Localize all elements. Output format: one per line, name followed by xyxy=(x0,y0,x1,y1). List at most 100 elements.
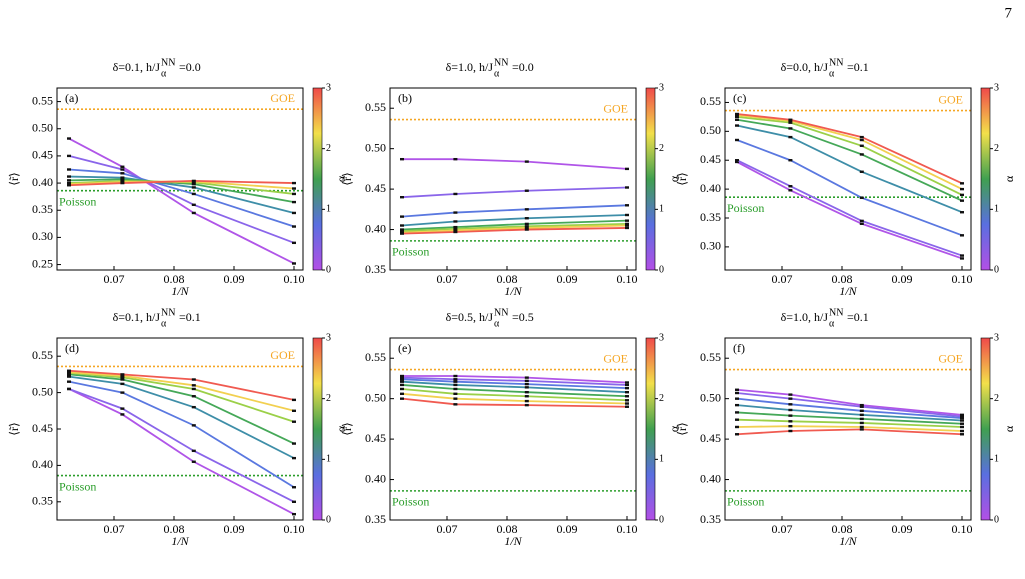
point-marker xyxy=(453,378,458,381)
point-marker xyxy=(960,433,964,436)
series-line xyxy=(736,404,963,422)
series-line xyxy=(401,392,628,405)
colorbar-tick-label: 2 xyxy=(994,393,999,404)
point-marker xyxy=(788,403,793,406)
x-tick-label: 0.08 xyxy=(832,522,853,536)
point-marker xyxy=(400,392,404,396)
series-line xyxy=(68,372,295,423)
reference-label: Poisson xyxy=(59,479,96,493)
point-marker xyxy=(625,402,629,405)
reference-label: GOE xyxy=(938,351,963,365)
reference-label: GOE xyxy=(603,101,628,115)
title-value: =0.0 xyxy=(179,60,201,74)
point-marker xyxy=(735,425,739,429)
point-marker xyxy=(120,165,125,168)
point-marker xyxy=(859,135,864,139)
point-marker xyxy=(735,418,739,421)
y-axis-label: ⟨r̃⟩ xyxy=(675,422,689,435)
point-marker xyxy=(400,215,404,218)
plot-frame xyxy=(389,87,637,271)
point-marker xyxy=(625,204,629,207)
point-marker xyxy=(788,424,793,428)
title-value: =0.1 xyxy=(847,60,869,74)
title-sub: α xyxy=(829,68,835,79)
y-tick-label: 0.50 xyxy=(32,384,53,398)
point-marker xyxy=(960,234,964,237)
point-marker xyxy=(292,181,296,185)
series-line xyxy=(68,388,295,503)
y-tick-label: 0.55 xyxy=(32,348,53,362)
point-marker xyxy=(625,405,629,408)
y-tick-label: 0.25 xyxy=(32,256,53,270)
series-line xyxy=(736,428,963,436)
point-marker xyxy=(524,189,529,192)
point-marker xyxy=(960,182,964,185)
point-marker xyxy=(735,159,739,162)
y-tick-label: 0.40 xyxy=(700,471,721,485)
panel-label: (b) xyxy=(398,91,412,105)
plot-frame xyxy=(56,87,304,271)
series-line xyxy=(736,388,963,416)
series-line xyxy=(401,214,628,227)
y-tick-label: 0.35 xyxy=(700,512,721,526)
point-marker xyxy=(191,192,196,196)
point-marker xyxy=(292,241,296,245)
point-marker xyxy=(120,172,125,175)
point-marker xyxy=(859,425,864,429)
point-marker xyxy=(735,403,739,407)
point-marker xyxy=(788,408,793,412)
point-marker xyxy=(120,374,125,378)
point-marker xyxy=(524,160,529,163)
x-tick-label: 0.08 xyxy=(832,272,853,286)
point-marker xyxy=(453,397,458,400)
series-line xyxy=(736,118,963,202)
point-marker xyxy=(400,376,404,379)
plot-frame xyxy=(724,87,972,271)
y-tick-label: 0.40 xyxy=(700,181,721,195)
colorbar xyxy=(645,337,656,521)
point-marker xyxy=(788,189,793,192)
point-marker xyxy=(735,391,739,395)
point-marker xyxy=(788,135,793,139)
point-marker xyxy=(788,393,793,396)
point-marker xyxy=(524,226,529,230)
point-marker xyxy=(400,374,404,378)
x-axis-label: 1/N xyxy=(504,534,522,548)
point-marker xyxy=(453,380,458,383)
point-marker xyxy=(120,413,125,416)
point-marker xyxy=(191,424,196,427)
y-tick-label: 0.45 xyxy=(365,181,386,195)
point-marker xyxy=(400,157,404,161)
x-tick-label: 0.07 xyxy=(104,272,125,286)
series-line xyxy=(736,114,963,190)
y-tick-label: 0.50 xyxy=(700,390,721,404)
title-sup: NN xyxy=(494,57,508,68)
point-marker xyxy=(788,185,793,188)
point-marker xyxy=(191,203,196,207)
point-marker xyxy=(960,254,964,257)
colorbar-tick-label: 2 xyxy=(994,143,999,154)
x-tick-label: 0.10 xyxy=(952,272,973,286)
point-marker xyxy=(453,211,458,214)
point-marker xyxy=(524,379,529,383)
point-marker xyxy=(625,381,629,384)
point-marker xyxy=(67,184,71,187)
point-marker xyxy=(292,398,296,402)
series-line xyxy=(68,369,295,401)
point-marker xyxy=(859,413,864,417)
reference-label: Poisson xyxy=(392,495,429,509)
point-marker xyxy=(859,138,864,142)
point-marker xyxy=(859,428,864,431)
panel-label: (d) xyxy=(65,341,79,355)
y-tick-label: 0.35 xyxy=(32,202,53,216)
point-marker xyxy=(524,390,529,394)
point-marker xyxy=(120,407,125,410)
colorbar-tick-label: 1 xyxy=(326,454,331,465)
y-tick-label: 0.45 xyxy=(365,431,386,445)
y-tick-label: 0.35 xyxy=(700,210,721,224)
point-marker xyxy=(292,486,296,489)
point-marker xyxy=(625,399,629,402)
point-marker xyxy=(524,403,529,407)
point-marker xyxy=(400,387,404,391)
point-marker xyxy=(735,160,739,164)
